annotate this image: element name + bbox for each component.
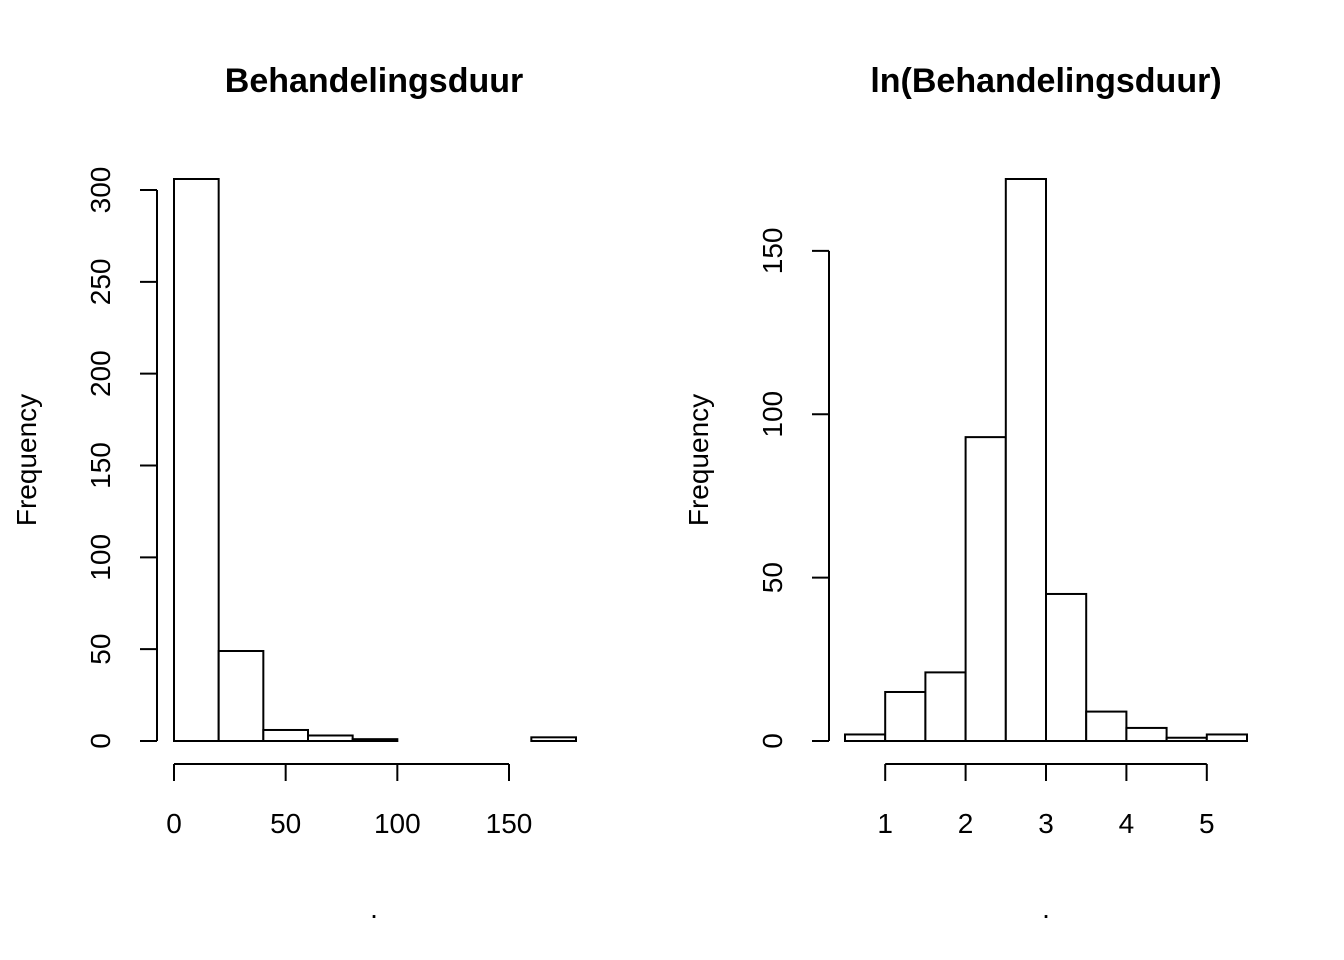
x-tick-label: 5 (1199, 808, 1215, 839)
bars-group (844, 178, 1249, 743)
histogram-bar (307, 734, 354, 742)
y-axis: 0 50 100 150 (757, 228, 830, 749)
x-tick-label: 150 (486, 808, 533, 839)
y-tick-label: 0 (85, 733, 116, 749)
y-axis: 0 50 100 150 200 250 300 (85, 167, 158, 749)
y-axis-label: Frequency (683, 394, 714, 526)
y-tick-label: 100 (757, 391, 788, 438)
x-axis-label: . (1042, 893, 1050, 924)
histogram-bar (217, 650, 265, 742)
histogram-bar (1045, 592, 1088, 742)
histogram-bar (964, 436, 1007, 742)
histogram-panel-ln-behandelingsduur: ln(Behandelingsduur) . Frequency 1 2 3 4 5 0… (683, 62, 1249, 924)
x-tick-label: 3 (1038, 808, 1054, 839)
histogram-bar (1085, 710, 1128, 742)
y-tick-label: 50 (85, 634, 116, 665)
x-tick-label: 1 (877, 808, 893, 839)
histogram-bar (1205, 733, 1249, 742)
histogram-bar (884, 690, 927, 742)
y-tick-label: 150 (757, 228, 788, 275)
chart-title: ln(Behandelingsduur) (870, 62, 1221, 100)
y-tick-label: 250 (85, 258, 116, 305)
histogram-bar (1004, 178, 1047, 742)
x-tick-label: 4 (1119, 808, 1135, 839)
x-tick-label: 100 (374, 808, 421, 839)
y-axis-label: Frequency (11, 394, 42, 526)
x-axis-label: . (370, 893, 378, 924)
x-tick-label: 0 (166, 808, 182, 839)
x-tick-label: 50 (270, 808, 301, 839)
x-axis: 0 50 100 150 (166, 763, 533, 839)
histogram-panel-behandelingsduur: Behandelingsduur . Frequency 0 50 100 150 0… (11, 62, 577, 924)
histogram-bar (351, 738, 399, 742)
histogram-bar (1165, 736, 1208, 742)
bars-group (173, 178, 577, 743)
histogram-bar (530, 736, 577, 742)
chart-title: Behandelingsduur (225, 62, 523, 100)
y-tick-label: 300 (85, 167, 116, 214)
histogram-bar (262, 728, 310, 743)
histogram-bar (924, 671, 967, 743)
histogram-bar (173, 178, 220, 742)
y-tick-label: 100 (85, 534, 116, 581)
histogram-bar (844, 733, 887, 742)
x-tick-label: 2 (958, 808, 974, 839)
y-tick-label: 150 (85, 442, 116, 489)
y-tick-label: 200 (85, 350, 116, 397)
y-tick-label: 50 (757, 562, 788, 593)
y-tick-label: 0 (757, 733, 788, 749)
x-axis: 1 2 3 4 5 (877, 763, 1215, 839)
histogram-bar (1125, 726, 1168, 743)
